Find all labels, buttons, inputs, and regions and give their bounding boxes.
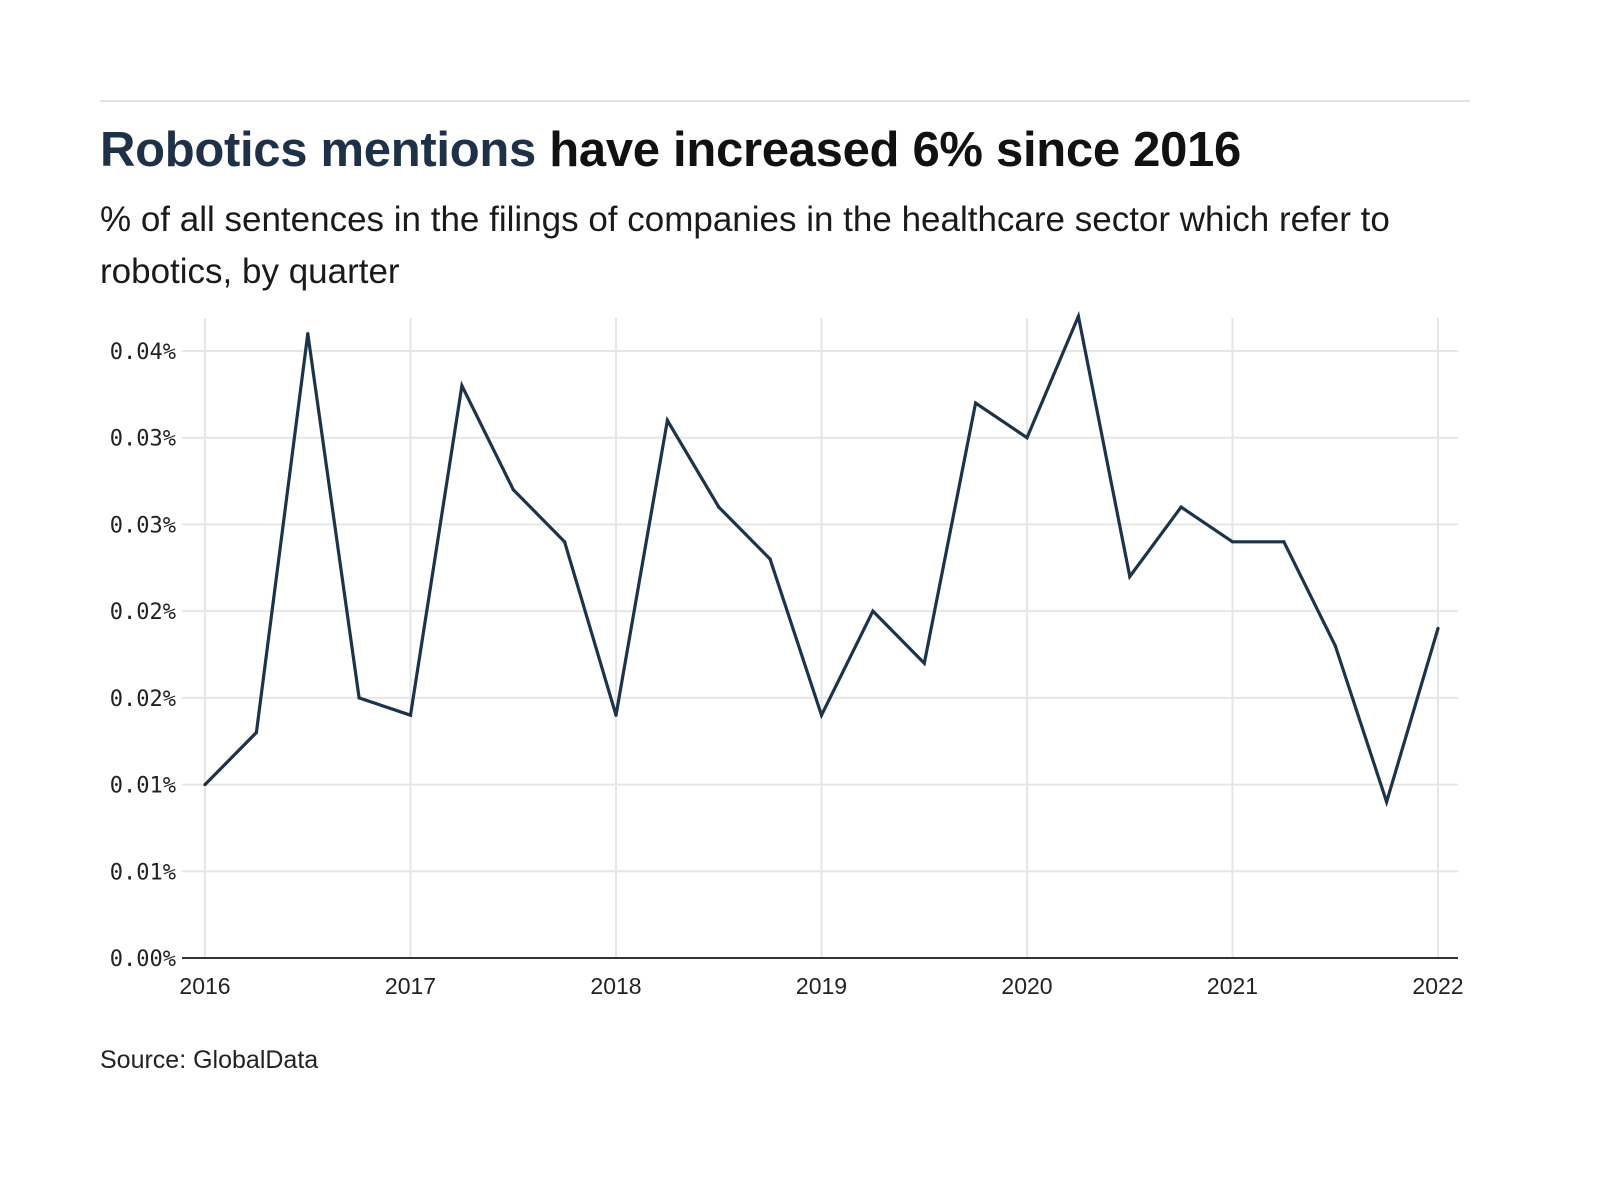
data-point: 2019 Q1: 0.014% xyxy=(819,713,824,717)
data-point: 2021 Q2: 0.024% xyxy=(1282,540,1286,544)
title-highlight: Robotics mentions xyxy=(100,123,536,177)
data-point: 2020 Q3: 0.022% xyxy=(1128,574,1132,579)
x-tick-label: 2020 xyxy=(1001,973,1052,999)
data-point: 2017 Q1: 0.014% xyxy=(408,713,413,717)
data-point: 2022 Q1: 0.019% xyxy=(1436,626,1440,631)
data-point: 2021 Q3: 0.018% xyxy=(1333,644,1337,648)
chart-subtitle: % of all sentences in the filings of com… xyxy=(100,200,1390,291)
series-points: 2016 Q1: 0.01% 2016 Q2: 0.013% 2016 Q3: 0.… xyxy=(203,314,1440,804)
x-tick-label: 2016 xyxy=(179,973,230,999)
data-point: 2016 Q3: 0.036% xyxy=(306,332,310,336)
data-point: 2017 Q3: 0.027% xyxy=(511,488,515,492)
data-point: 2019 Q4: 0.032% xyxy=(974,401,978,405)
data-point: 2016 Q1: 0.01% xyxy=(203,782,207,787)
data-point: 2018 Q4: 0.023% xyxy=(768,557,772,561)
data-point: 2021 Q4: 0.009% xyxy=(1385,800,1389,804)
gridlines xyxy=(182,318,1458,958)
title-rest: have increased 6% since 2016 xyxy=(535,123,1241,177)
chart-title: Robotics mentions have increased 6% sinc… xyxy=(100,122,1241,178)
source-note: Source: GlobalData xyxy=(100,1046,319,1074)
data-point: 2018 Q2: 0.031% xyxy=(665,418,669,422)
data-point: 2019 Q2: 0.02% xyxy=(871,609,875,613)
x-tick-label: 2018 xyxy=(590,973,641,999)
y-tick-label: 0.01% xyxy=(110,860,176,885)
y-tick-label: 0.02% xyxy=(110,600,176,625)
y-tick-label: 0.00% xyxy=(110,947,176,972)
data-point: 2018 Q3: 0.026% xyxy=(717,505,721,509)
data-point: 2020 Q2: 0.037% xyxy=(1076,314,1080,318)
line-chart: 0.00% 0.01% 0.01% 0.02% 0.02% 0.03% 0.03% 0.04%… xyxy=(110,310,1464,999)
x-tick-label: 2022 xyxy=(1412,973,1463,999)
data-point: 2016 Q2: 0.013% xyxy=(254,730,258,735)
y-tick-label: 0.03% xyxy=(110,513,176,538)
data-point: 2019 Q3: 0.017% xyxy=(922,661,926,665)
data-point: 2017 Q4: 0.024% xyxy=(563,540,567,544)
x-tick-label: 2019 xyxy=(796,973,847,999)
x-tick-label: 2021 xyxy=(1207,973,1258,999)
x-tick-label: 2017 xyxy=(385,973,436,999)
data-point: 2020 Q4: 0.026% xyxy=(1179,505,1183,509)
top-divider xyxy=(100,100,1470,102)
y-axis-ticks: 0.00% 0.01% 0.01% 0.02% 0.02% 0.03% 0.03% 0.04% xyxy=(110,340,176,972)
x-axis-ticks: 2016 2017 2018 2019 2020 2021 2022 xyxy=(179,973,1463,999)
data-point: 2016 Q4: 0.015% xyxy=(357,696,361,700)
y-tick-label: 0.02% xyxy=(110,687,176,712)
data-point: 2018 Q1: 0.014% xyxy=(614,713,618,717)
y-tick-label: 0.04% xyxy=(110,340,176,365)
y-tick-label: 0.01% xyxy=(110,774,176,799)
data-point: 2020 Q1: 0.03% xyxy=(1025,436,1029,440)
data-point: 2017 Q2: 0.033% xyxy=(460,384,464,388)
data-point: 2021 Q1: 0.024% xyxy=(1230,540,1235,544)
y-tick-label: 0.03% xyxy=(110,427,176,452)
